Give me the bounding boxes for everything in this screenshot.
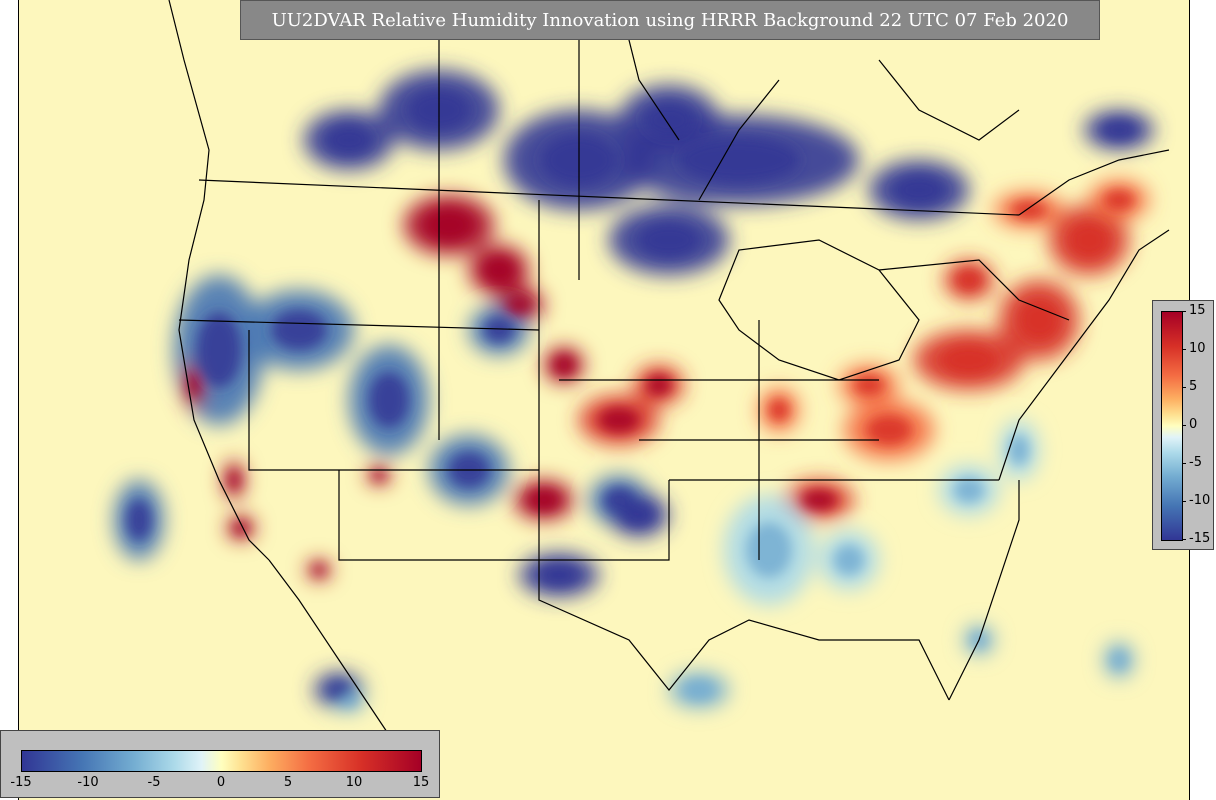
colorbar-horizontal-tick: 5 [283, 775, 293, 790]
colorbar-horizontal-tick: -15 [10, 775, 32, 790]
innovation-core-ohio-valley-moist [854, 375, 884, 395]
border-line [538, 560, 950, 701]
innovation-core-rockies-dry [484, 317, 514, 343]
map-title: UU2DVAR Relative Humidity Innovation usi… [271, 9, 1069, 31]
humidity-innovation-map [19, 0, 1189, 800]
innovation-core-southeast-mixed-dry [954, 477, 984, 503]
innovation-core-oklahoma-moist [554, 356, 574, 374]
map-panel [18, 0, 1190, 800]
border-line [878, 259, 1070, 321]
innovation-core-montana-moist [426, 210, 472, 240]
innovation-core-northeast-moist [1069, 222, 1109, 258]
innovation-core-rockies-dry [604, 487, 634, 513]
colorbar-vertical-tick: -10 [1181, 493, 1211, 508]
colorbar-horizontal-tick: 0 [216, 775, 226, 790]
innovation-core-rockies-dry [369, 372, 409, 428]
political-borders [168, 0, 1170, 781]
innovation-core-west-texas-dry [624, 504, 654, 526]
innovation-core-gulf-dry-patches [684, 681, 714, 699]
colorbar-vertical-tick: 10 [1182, 341, 1206, 356]
innovation-core-gulf-dry-patches [341, 694, 357, 706]
map-title-box: UU2DVAR Relative Humidity Innovation usi… [240, 0, 1100, 40]
innovation-core-kansas-moist [801, 490, 837, 510]
colorbar-horizontal-gradient [21, 750, 422, 772]
innovation-core-great-basin-dry [196, 312, 242, 388]
border-line [698, 79, 780, 201]
innovation-core-kansas-moist [599, 407, 639, 433]
innovation-core-northern-plains-dry [639, 222, 699, 258]
innovation-core-northeast-moist [1019, 300, 1059, 340]
colorbar-vertical-tick: -5 [1182, 455, 1202, 470]
border-line [998, 229, 1170, 481]
innovation-core-california-central-moist [229, 470, 239, 490]
innovation-field-layer [114, 70, 1154, 712]
innovation-core-ohio-valley-moist [769, 399, 789, 421]
innovation-core-great-basin-dry [126, 500, 152, 540]
innovation-core-oklahoma-moist [373, 470, 385, 480]
border-line [168, 0, 270, 561]
innovation-core-northern-plains-dry [326, 125, 372, 155]
innovation-core-oklahoma-moist [529, 490, 559, 510]
innovation-core-great-basin-dry [271, 310, 327, 350]
innovation-core-california-central-moist [189, 372, 199, 398]
colorbar-vertical-tick: -15 [1181, 531, 1211, 546]
border-line [248, 330, 539, 471]
innovation-core-quebec-moist [1104, 190, 1134, 210]
colorbar-vertical-tick: 0 [1181, 417, 1198, 432]
innovation-core-montana-moist [484, 257, 514, 283]
colorbar-horizontal-tick: 15 [412, 775, 430, 790]
innovation-core-hudson-bay-dry [1101, 120, 1137, 140]
colorbar-vertical-tick: 5 [1181, 379, 1198, 394]
colorbar-vertical: 15 10 5 0 -5 -10 -15 [1152, 300, 1214, 550]
innovation-core-west-texas-dry [326, 681, 352, 699]
border-line [198, 179, 1020, 216]
innovation-core-southeast-mixed-dry [746, 522, 792, 578]
innovation-detail-layer [126, 90, 1137, 706]
innovation-core-northeast-moist [941, 345, 997, 375]
innovation-core-kansas-moist [646, 375, 672, 395]
innovation-core-west-texas-dry [539, 564, 579, 586]
colorbar-horizontal-tick: 10 [345, 775, 363, 790]
innovation-core-quebec-moist [1011, 201, 1047, 219]
innovation-core-southeast-mixed-dry [1009, 435, 1029, 465]
colorbar-vertical-tick: 15 [1182, 303, 1206, 318]
innovation-core-hudson-bay-dry [679, 137, 799, 183]
innovation-core-gulf-dry-patches [1111, 651, 1127, 669]
colorbar-horizontal: -15 -10 -5 0 5 10 15 [0, 730, 440, 798]
innovation-core-southeast-mixed-dry [834, 545, 864, 575]
innovation-core-montana-moist [506, 296, 532, 314]
colorbar-horizontal-tick: -10 [77, 775, 99, 790]
border-line [1018, 149, 1170, 216]
border-line [948, 480, 1020, 701]
innovation-core-socal-coast-moist [313, 565, 325, 575]
border-line [878, 59, 1020, 141]
innovation-core-ohio-valley-moist [866, 415, 912, 445]
innovation-core-hudson-bay-dry [894, 175, 944, 205]
innovation-core-northeast-moist [956, 270, 982, 290]
innovation-core-hudson-bay-dry [644, 102, 694, 138]
colorbar-vertical-gradient [1161, 311, 1183, 541]
border-line [178, 319, 540, 331]
colorbar-horizontal-tick: -5 [147, 775, 161, 790]
